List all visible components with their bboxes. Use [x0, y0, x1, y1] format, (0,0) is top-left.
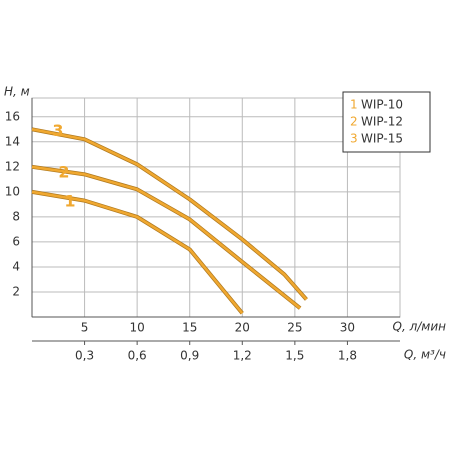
x2-tick-label: 0,3 — [75, 349, 94, 363]
x-tick-label: 10 — [130, 321, 145, 335]
y-tick-label: 6 — [12, 234, 20, 248]
y-tick-label: 14 — [5, 134, 20, 148]
x2-axis-label: Q, м³/ч — [404, 348, 446, 362]
x2-tick-label: 1,2 — [233, 349, 252, 363]
curve — [31, 190, 244, 315]
y-tick-label: 16 — [5, 109, 20, 123]
legend-label: WIP-10 — [361, 98, 403, 112]
x-tick-label: 30 — [340, 321, 355, 335]
curve-label: 2 — [58, 162, 69, 181]
x-tick-label: 20 — [235, 321, 250, 335]
y-tick-label: 4 — [12, 259, 20, 273]
legend-number: 1 — [350, 98, 358, 112]
y-tick-label: 10 — [5, 184, 20, 198]
x2-tick-label: 0,6 — [128, 349, 147, 363]
legend-number: 3 — [350, 132, 358, 146]
legend: 1 WIP-102 WIP-123 WIP-15 — [342, 91, 431, 153]
x2-tick-label: 1,5 — [285, 349, 304, 363]
x-tick-label: 5 — [81, 321, 89, 335]
legend-label: WIP-15 — [361, 132, 403, 146]
curve-outline — [31, 164, 302, 310]
x-tick-label: 25 — [287, 321, 302, 335]
y-tick-label: 12 — [5, 159, 20, 173]
x2-tick-label: 1,8 — [338, 349, 357, 363]
legend-box — [342, 91, 431, 153]
x2-tick-label: 0,9 — [180, 349, 199, 363]
curve-outline — [31, 127, 308, 301]
y-tick-label: 2 — [12, 284, 20, 298]
curve — [31, 128, 308, 301]
legend-number: 2 — [350, 115, 358, 129]
curve-label: 3 — [52, 121, 63, 140]
y-tick-label: 8 — [12, 209, 20, 223]
curve-label: 1 — [64, 191, 75, 210]
curve — [31, 165, 301, 310]
legend-label: WIP-12 — [361, 115, 403, 129]
x-axis-label: Q, л/мин — [393, 320, 447, 334]
x-tick-label: 15 — [182, 321, 197, 335]
y-axis-label: H, м — [4, 85, 30, 99]
